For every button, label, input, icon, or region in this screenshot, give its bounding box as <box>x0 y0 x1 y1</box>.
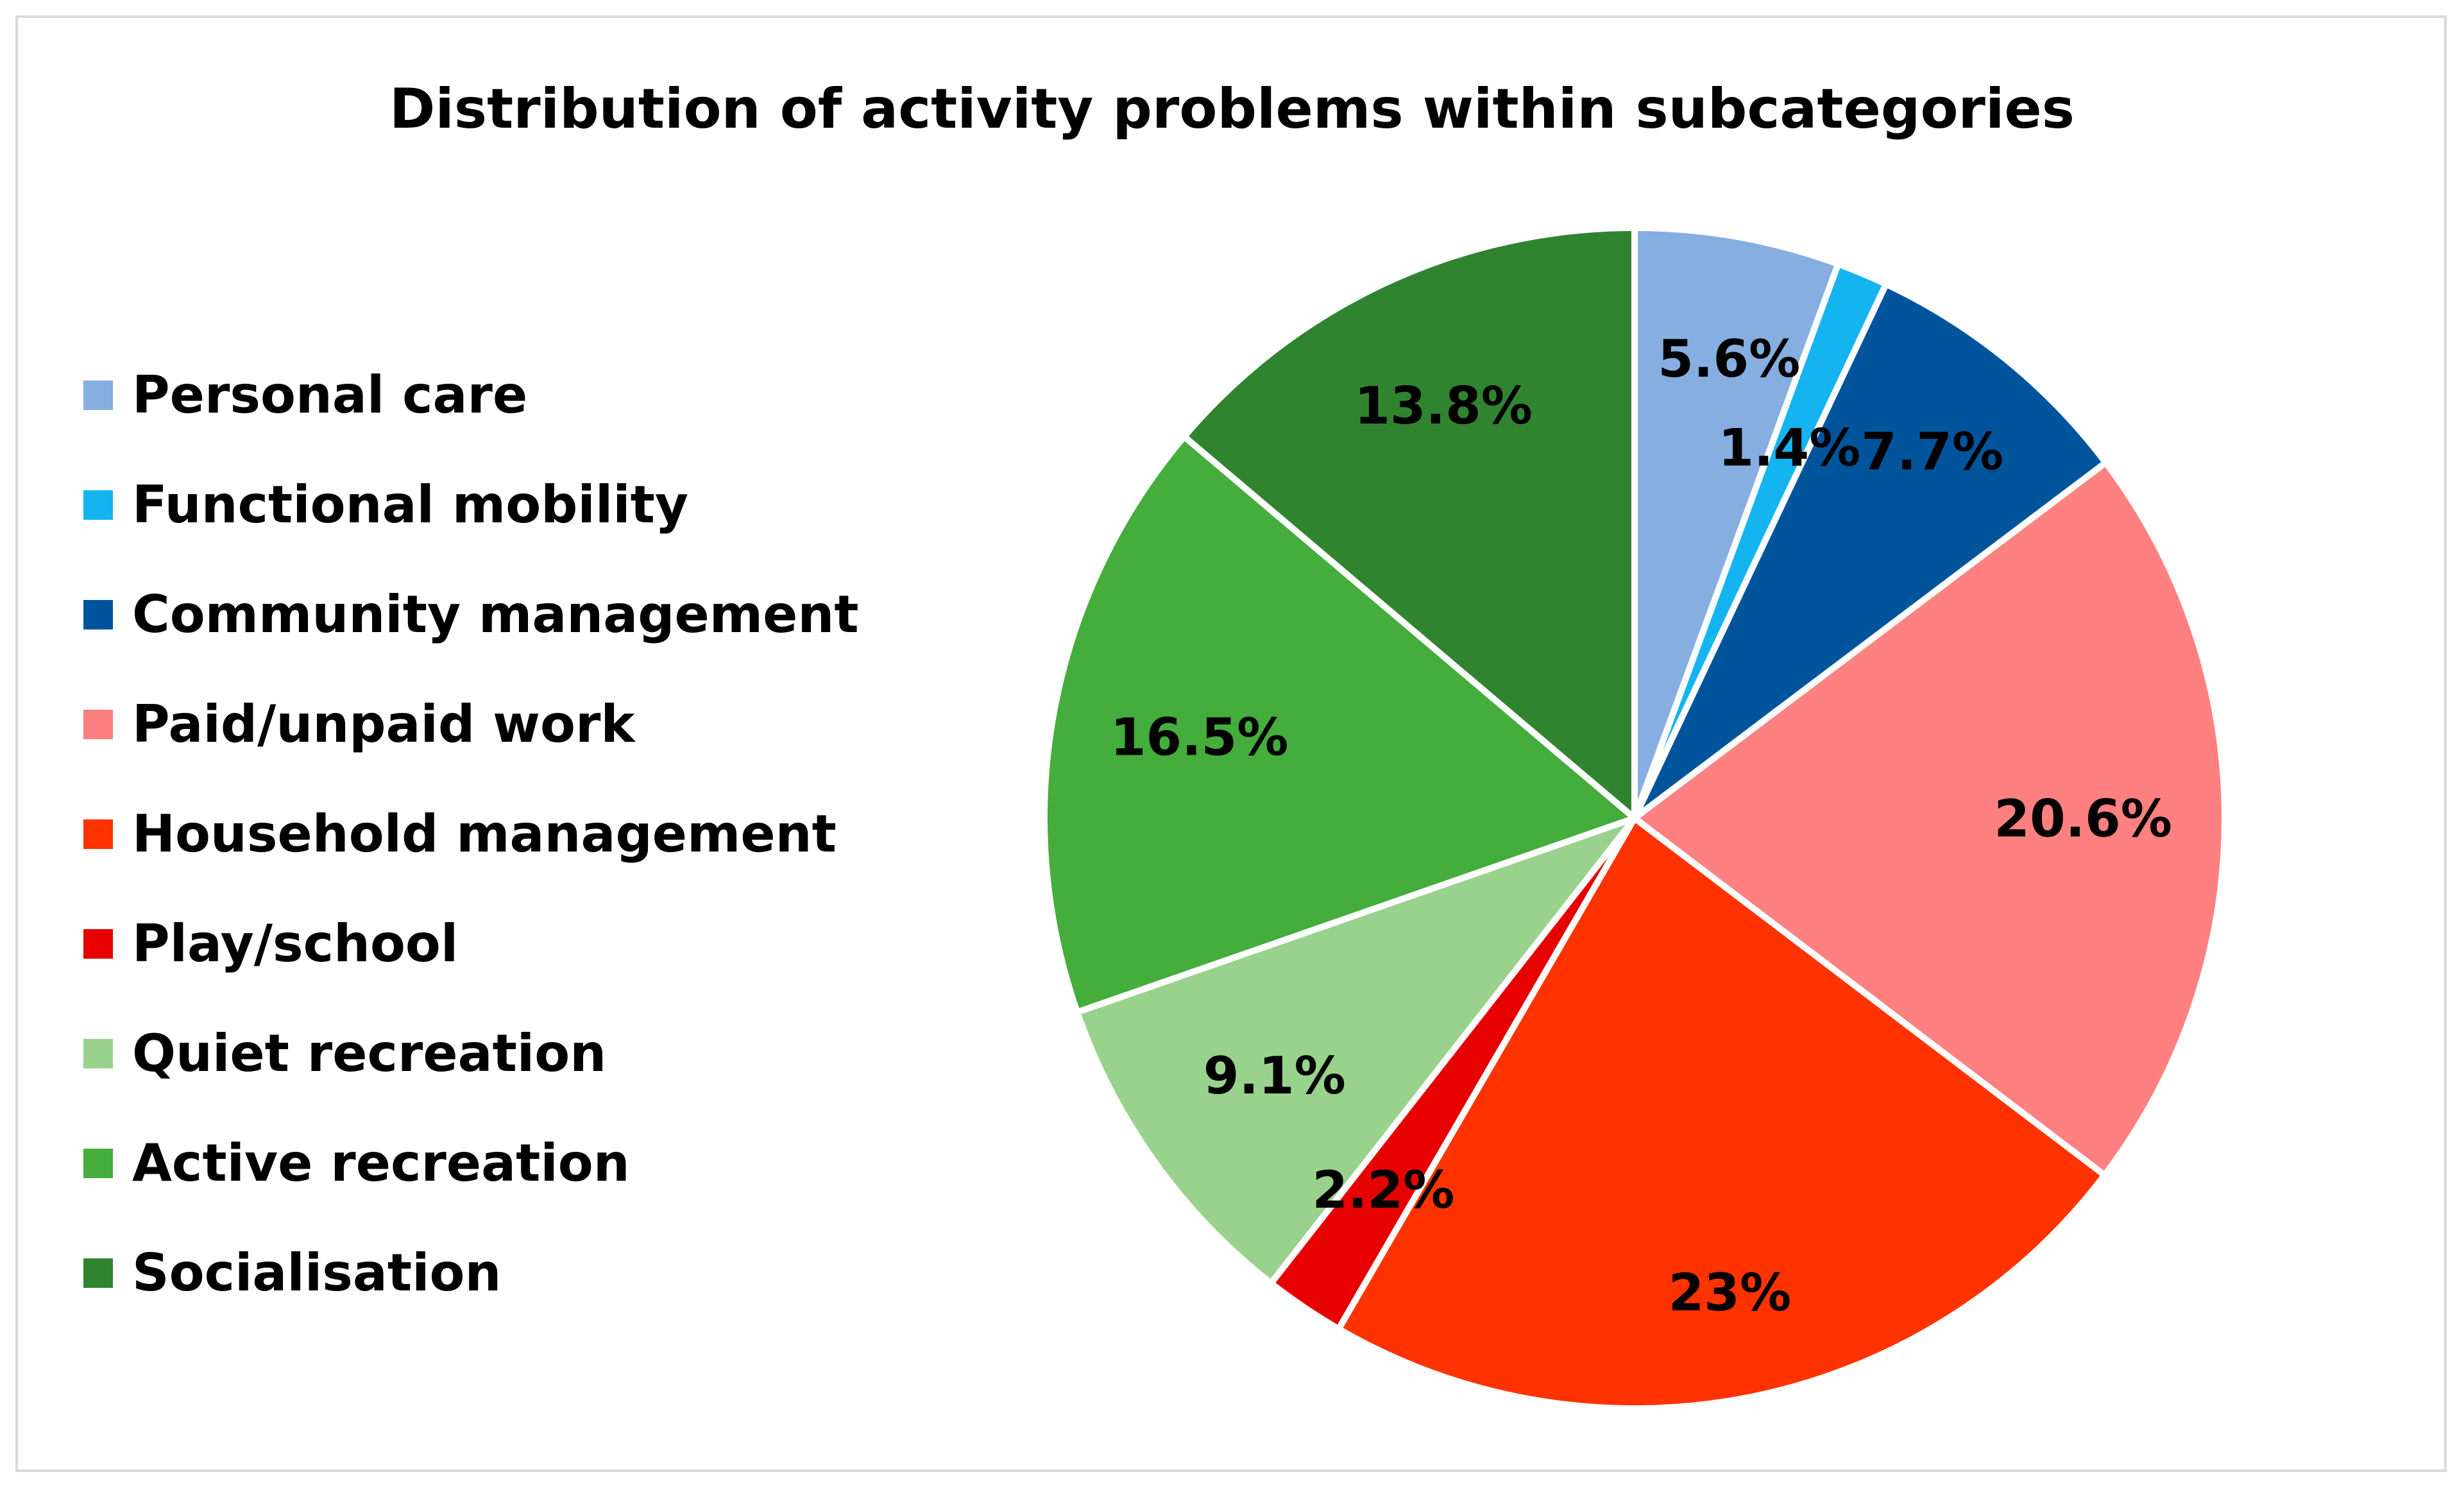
legend-swatch <box>83 490 113 520</box>
legend-item-quiet-recreation: Quiet recreation <box>83 998 859 1108</box>
data-label-socialisation: 13.8% <box>1354 376 1533 436</box>
pie-slice-quiet-recreation <box>1074 815 1638 1287</box>
legend-swatch <box>83 1038 113 1068</box>
legend-swatch <box>83 929 113 959</box>
legend-swatch <box>83 709 113 739</box>
legend-label: Socialisation <box>132 1243 502 1303</box>
legend-item-active-recreation: Active recreation <box>83 1108 859 1218</box>
pie-slice-community-management <box>1631 280 2109 821</box>
legend-label: Play/school <box>132 914 459 973</box>
pie-slice-active-recreation <box>1041 433 1638 1016</box>
data-label-community-management: 7.7% <box>1861 422 2003 481</box>
legend-label: Quiet recreation <box>132 1023 607 1083</box>
data-label-play-school: 2.2% <box>1313 1160 1455 1220</box>
legend-item-paid-unpaid-work: Paid/unpaid work <box>83 669 859 779</box>
pie-slice-socialisation <box>1181 225 1638 821</box>
legend-item-community-management: Community management <box>83 560 859 669</box>
data-label-functional-mobility: 1.4% <box>1719 418 1861 477</box>
legend-label: Functional mobility <box>132 475 689 535</box>
pie-slice-household-management <box>1335 815 2108 1412</box>
legend: Personal care Functional mobility Commun… <box>83 340 859 1328</box>
data-label-household-management: 23% <box>1669 1263 1791 1323</box>
legend-item-functional-mobility: Functional mobility <box>83 450 859 560</box>
legend-item-play-school: Play/school <box>83 889 859 998</box>
legend-swatch <box>83 599 113 629</box>
data-label-quiet-recreation: 9.1% <box>1203 1046 1346 1106</box>
data-label-personal-care: 5.6% <box>1658 329 1800 389</box>
data-label-active-recreation: 16.5% <box>1110 707 1289 767</box>
legend-label: Personal care <box>132 365 528 425</box>
chart-title: Distribution of activity problems within… <box>389 77 2075 141</box>
legend-item-personal-care: Personal care <box>83 340 859 450</box>
legend-item-socialisation: Socialisation <box>83 1218 859 1328</box>
legend-swatch <box>83 1258 113 1288</box>
pie-slice-paid-unpaid-work <box>1631 459 2228 1179</box>
legend-swatch <box>83 1148 113 1178</box>
legend-item-household-management: Household management <box>83 779 859 889</box>
legend-label: Paid/unpaid work <box>132 694 635 754</box>
legend-swatch <box>83 380 113 410</box>
legend-swatch <box>83 819 113 849</box>
legend-label: Household management <box>132 804 837 864</box>
legend-label: Community management <box>132 585 859 644</box>
legend-label: Active recreation <box>132 1133 630 1193</box>
data-label-paid-unpaid-work: 20.6% <box>1994 789 2172 849</box>
